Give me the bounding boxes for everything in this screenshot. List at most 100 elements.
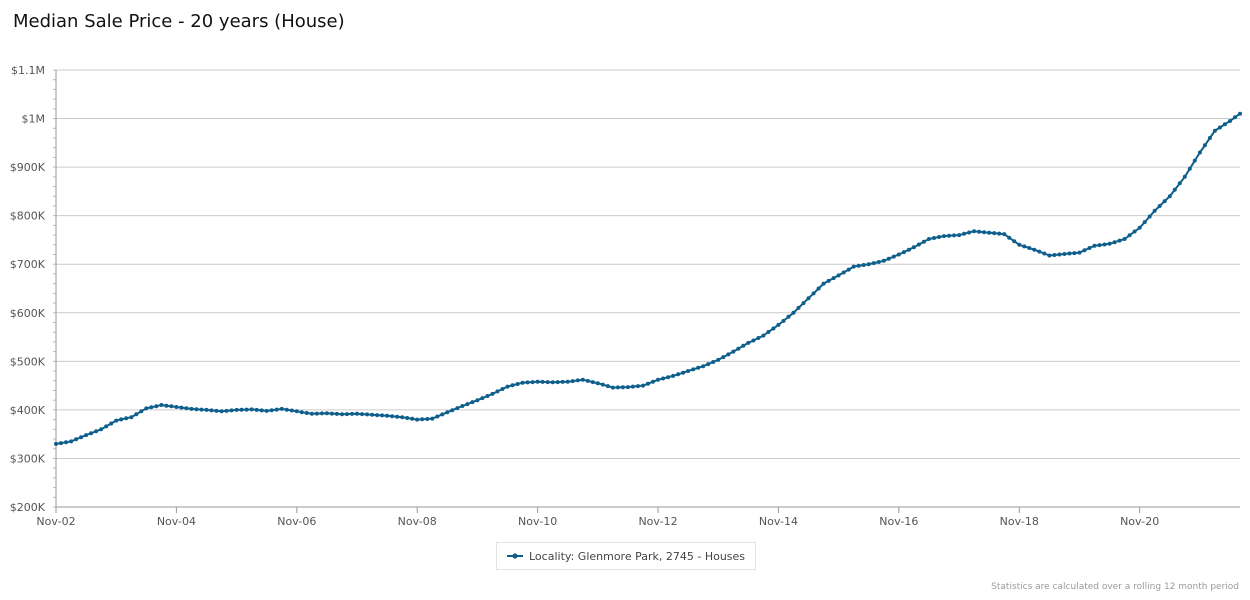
data-point[interactable] bbox=[766, 330, 771, 334]
data-point[interactable] bbox=[646, 381, 650, 386]
data-point[interactable] bbox=[590, 380, 595, 385]
data-point[interactable] bbox=[480, 396, 485, 401]
data-point[interactable] bbox=[721, 355, 726, 360]
data-point[interactable] bbox=[334, 411, 339, 416]
data-point[interactable] bbox=[781, 318, 786, 323]
data-point[interactable] bbox=[595, 381, 600, 386]
data-point[interactable] bbox=[475, 398, 480, 403]
data-point[interactable] bbox=[410, 416, 415, 421]
data-point[interactable] bbox=[415, 417, 420, 422]
data-point[interactable] bbox=[776, 322, 781, 327]
data-point[interactable] bbox=[1037, 249, 1042, 254]
data-point[interactable] bbox=[555, 380, 560, 385]
data-point[interactable] bbox=[641, 383, 645, 388]
data-point[interactable] bbox=[500, 387, 505, 391]
data-point[interactable] bbox=[891, 254, 896, 259]
data-point[interactable] bbox=[329, 411, 334, 416]
data-point[interactable] bbox=[1147, 214, 1152, 219]
data-point[interactable] bbox=[340, 412, 344, 417]
data-point[interactable] bbox=[711, 360, 716, 364]
data-point[interactable] bbox=[1052, 253, 1057, 257]
data-point[interactable] bbox=[630, 384, 635, 389]
data-point[interactable] bbox=[1222, 122, 1227, 127]
data-point[interactable] bbox=[666, 375, 671, 380]
data-point[interactable] bbox=[1192, 158, 1197, 163]
data-point[interactable] bbox=[224, 408, 229, 413]
data-point[interactable] bbox=[249, 407, 254, 412]
data-point[interactable] bbox=[791, 310, 796, 315]
data-point[interactable] bbox=[455, 406, 460, 411]
data-point[interactable] bbox=[811, 291, 816, 296]
data-point[interactable] bbox=[1062, 252, 1067, 256]
data-point[interactable] bbox=[234, 407, 239, 412]
data-point[interactable] bbox=[957, 233, 962, 238]
data-point[interactable] bbox=[1132, 229, 1137, 234]
data-point[interactable] bbox=[465, 402, 470, 407]
data-point[interactable] bbox=[495, 389, 500, 394]
data-point[interactable] bbox=[932, 236, 936, 240]
data-point[interactable] bbox=[350, 411, 354, 416]
data-point[interactable] bbox=[1032, 247, 1037, 252]
data-point[interactable] bbox=[545, 380, 550, 385]
data-point[interactable] bbox=[119, 417, 124, 422]
data-point[interactable] bbox=[345, 412, 349, 417]
data-point[interactable] bbox=[460, 404, 465, 408]
data-point[interactable] bbox=[947, 233, 951, 238]
data-point[interactable] bbox=[510, 383, 515, 388]
data-point[interactable] bbox=[1007, 235, 1012, 240]
data-point[interactable] bbox=[380, 413, 385, 418]
data-point[interactable] bbox=[625, 385, 630, 390]
data-point[interactable] bbox=[535, 379, 540, 384]
data-point[interactable] bbox=[806, 296, 811, 301]
data-point[interactable] bbox=[505, 384, 510, 389]
data-point[interactable] bbox=[896, 252, 901, 257]
data-point[interactable] bbox=[64, 440, 68, 445]
data-point[interactable] bbox=[129, 415, 134, 420]
data-point[interactable] bbox=[269, 408, 274, 413]
data-point[interactable] bbox=[615, 385, 620, 390]
data-point[interactable] bbox=[736, 346, 741, 351]
data-point[interactable] bbox=[1027, 246, 1032, 250]
data-point[interactable] bbox=[901, 250, 906, 255]
data-point[interactable] bbox=[1047, 253, 1052, 258]
data-point[interactable] bbox=[1082, 248, 1087, 253]
data-point[interactable] bbox=[821, 281, 826, 286]
data-point[interactable] bbox=[1127, 233, 1132, 238]
data-point[interactable] bbox=[1238, 111, 1242, 116]
data-point[interactable] bbox=[169, 404, 174, 409]
data-point[interactable] bbox=[731, 349, 736, 354]
data-point[interactable] bbox=[997, 231, 1002, 236]
data-point[interactable] bbox=[299, 410, 304, 415]
data-point[interactable] bbox=[706, 362, 711, 367]
data-point[interactable] bbox=[430, 416, 435, 421]
data-point[interactable] bbox=[962, 231, 967, 236]
data-point[interactable] bbox=[294, 409, 299, 414]
data-point[interactable] bbox=[1202, 143, 1207, 148]
data-point[interactable] bbox=[1112, 240, 1117, 245]
data-point[interactable] bbox=[99, 427, 104, 432]
data-point[interactable] bbox=[540, 379, 545, 384]
data-point[interactable] bbox=[154, 404, 159, 409]
data-point[interactable] bbox=[1167, 194, 1172, 199]
data-point[interactable] bbox=[1157, 204, 1162, 208]
data-point[interactable] bbox=[661, 376, 666, 381]
data-point[interactable] bbox=[304, 411, 309, 415]
data-point[interactable] bbox=[1212, 128, 1217, 133]
data-point[interactable] bbox=[425, 417, 430, 421]
data-point[interactable] bbox=[139, 409, 144, 414]
data-point[interactable] bbox=[651, 379, 655, 384]
data-point[interactable] bbox=[972, 229, 977, 234]
chart-legend[interactable]: Locality: Glenmore Park, 2745 - Houses bbox=[496, 542, 757, 570]
data-point[interactable] bbox=[309, 411, 314, 416]
data-point[interactable] bbox=[1022, 244, 1027, 249]
data-point[interactable] bbox=[69, 439, 74, 444]
data-point[interactable] bbox=[254, 407, 259, 412]
data-point[interactable] bbox=[1077, 250, 1082, 255]
data-point[interactable] bbox=[1233, 115, 1237, 120]
data-point[interactable] bbox=[490, 391, 495, 396]
data-point[interactable] bbox=[319, 411, 324, 416]
data-point[interactable] bbox=[1142, 220, 1147, 225]
data-point[interactable] bbox=[355, 411, 359, 416]
data-point[interactable] bbox=[274, 407, 279, 412]
data-point[interactable] bbox=[435, 414, 440, 419]
